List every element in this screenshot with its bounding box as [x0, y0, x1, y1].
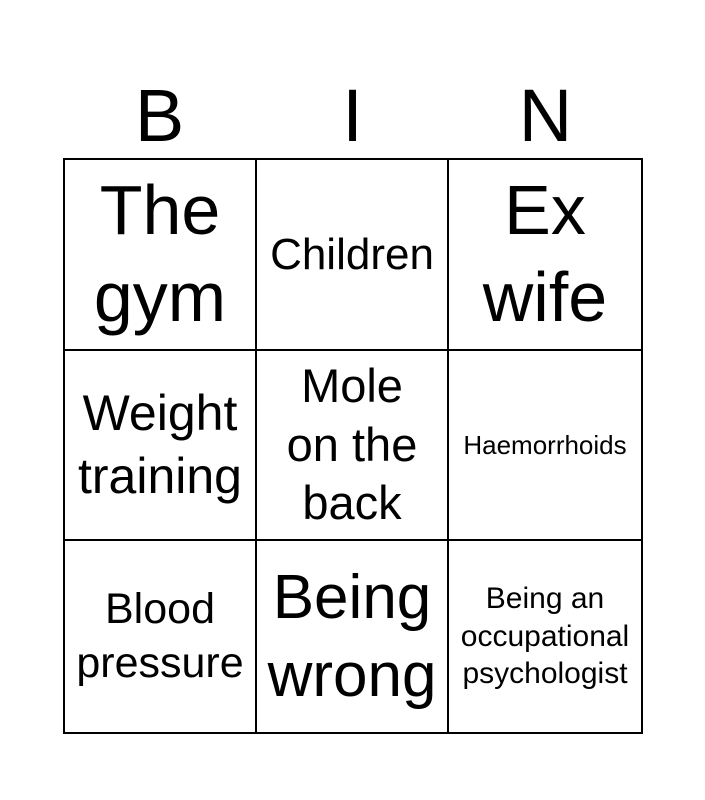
bingo-card-grid: The gym Children Ex wife Weight training… — [63, 158, 643, 734]
bingo-cell-being-an-occupational-psychologist[interactable]: Being an occupational psychologist — [460, 582, 630, 691]
bingo-cell-ex-wife[interactable]: Ex wife — [449, 160, 641, 351]
header-letter-i: I — [342, 74, 363, 157]
bingo-cell-being-wrong[interactable]: Being wrong — [257, 541, 449, 732]
bingo-cell-blood-pressure[interactable]: Blood pressure — [65, 541, 257, 732]
bingo-cell-haemorrhoids[interactable]: Haemorrhoids — [449, 351, 641, 542]
header-letter-b: B — [134, 74, 185, 157]
bingo-cell-children[interactable]: Children — [257, 160, 449, 351]
bingo-cell-weight-training[interactable]: Weight training — [65, 350, 257, 542]
bingo-header-row: B I N — [63, 79, 642, 153]
header-letter-n: N — [518, 74, 573, 157]
bingo-cell-mole-on-the-back[interactable]: Mole on the back — [257, 350, 449, 542]
bingo-cell-the-gym[interactable]: The gym — [65, 160, 257, 351]
